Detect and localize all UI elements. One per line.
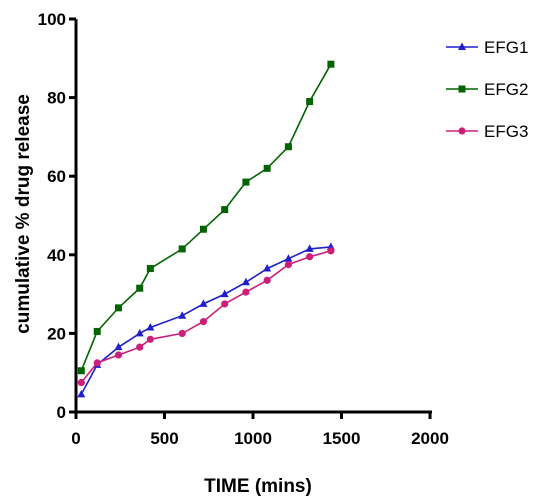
data-point-efg3 <box>327 247 335 255</box>
data-point-efg1 <box>146 323 155 331</box>
x-tick-label: 1000 <box>234 429 272 448</box>
y-tick-label: 20 <box>47 324 66 343</box>
data-point-efg3 <box>146 335 154 343</box>
legend-label-efg1: EFG1 <box>484 38 528 57</box>
data-point-efg2 <box>146 265 154 273</box>
data-point-efg2 <box>178 245 186 253</box>
legend-marker-efg3 <box>458 127 466 135</box>
legend-entry-efg1: EFG1 <box>446 38 528 57</box>
legend-entry-efg2: EFG2 <box>446 80 528 99</box>
y-tick-label: 80 <box>47 89 66 108</box>
x-tick-label: 500 <box>150 429 178 448</box>
series-efg1 <box>77 242 335 398</box>
data-point-efg3 <box>284 261 292 269</box>
legend: EFG1 EFG2 EFG3 <box>446 38 528 141</box>
data-point-efg2 <box>136 284 144 292</box>
data-point-efg1 <box>135 328 144 337</box>
data-point-efg1 <box>263 264 272 272</box>
data-point-efg2 <box>77 367 85 375</box>
y-tick-label: 60 <box>47 167 66 186</box>
x-tick-label: 1500 <box>323 429 361 448</box>
y-tick-label: 40 <box>47 246 66 265</box>
data-point-efg3 <box>199 318 208 326</box>
x-tick-label: 2000 <box>411 429 449 448</box>
data-point-efg3 <box>263 276 271 284</box>
data-point-efg1 <box>199 299 208 307</box>
data-point-efg3 <box>136 343 144 351</box>
data-point-efg3 <box>77 378 85 387</box>
data-point-efg1 <box>305 244 314 252</box>
data-point-efg2 <box>327 60 335 68</box>
data-point-efg2 <box>114 304 122 312</box>
series-efg2 <box>77 60 335 375</box>
data-point-efg2 <box>93 327 101 335</box>
data-point-efg3 <box>242 288 250 296</box>
series-line-efg2 <box>80 63 332 372</box>
y-tick-label: 100 <box>38 10 66 29</box>
data-point-efg2 <box>199 225 207 233</box>
data-point-efg1 <box>178 311 187 319</box>
legend-label-efg3: EFG3 <box>484 122 528 141</box>
data-point-efg2 <box>284 143 292 151</box>
legend-marker-efg2 <box>458 85 466 93</box>
data-point-efg3 <box>221 300 229 308</box>
data-point-efg3 <box>93 359 101 367</box>
axes <box>74 19 432 414</box>
data-point-efg3 <box>306 253 314 261</box>
data-point-efg1 <box>284 254 293 262</box>
data-point-efg1 <box>77 389 86 398</box>
data-point-efg3 <box>114 351 123 359</box>
legend-marker-efg1 <box>458 42 466 50</box>
legend-entry-efg3: EFG3 <box>446 122 528 141</box>
legend-label-efg2: EFG2 <box>484 80 528 99</box>
plot-area <box>77 60 335 398</box>
data-point-efg1 <box>114 342 123 351</box>
data-point-efg2 <box>263 164 271 172</box>
data-point-efg3 <box>178 329 186 337</box>
data-point-efg2 <box>306 98 314 106</box>
y-axis-title: cumulative % drug release <box>13 94 34 334</box>
series-efg3 <box>77 247 335 387</box>
data-point-efg1 <box>220 289 229 298</box>
data-point-efg2 <box>242 178 250 186</box>
data-point-efg1 <box>241 277 250 286</box>
x-tick-label: 0 <box>71 429 80 448</box>
series-line-efg3 <box>80 250 332 384</box>
y-tick-label: 0 <box>57 403 66 422</box>
data-point-efg2 <box>221 206 229 214</box>
x-axis-title: TIME (mins) <box>204 476 312 497</box>
